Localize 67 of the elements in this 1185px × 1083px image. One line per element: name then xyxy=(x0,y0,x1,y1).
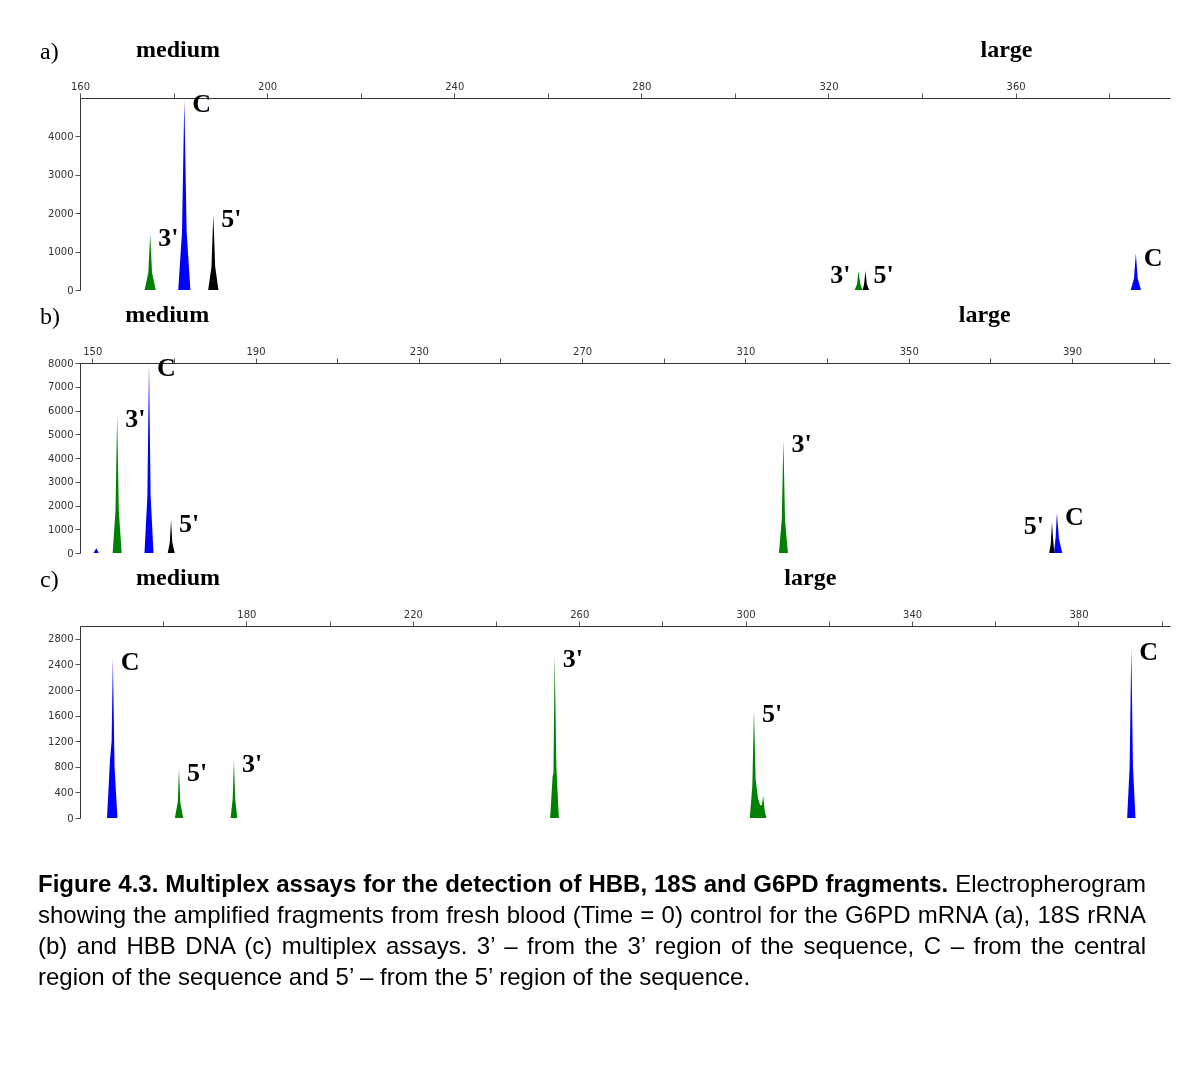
annotation: 3' xyxy=(241,749,263,779)
annotation: 5' xyxy=(179,508,200,538)
x-tick-label: 320 xyxy=(819,80,839,92)
y-tick-label: 2000 xyxy=(48,207,74,219)
x-tick-label: 310 xyxy=(736,345,756,357)
y-tick-label: 3000 xyxy=(48,476,74,488)
y-tick-label: 2800 xyxy=(48,633,74,645)
annotation: 3' xyxy=(125,404,146,434)
y-tick-label: 0 xyxy=(67,547,74,559)
x-tick-label: 160 xyxy=(70,80,91,92)
annotation: C xyxy=(120,647,140,676)
annotation: 3' xyxy=(791,429,812,459)
y-tick-label: 0 xyxy=(67,284,74,296)
y-tick-label: 3000 xyxy=(48,169,74,181)
text: large xyxy=(980,36,1033,62)
y-tick-label: 0 xyxy=(67,812,74,824)
x-tick-label: 200 xyxy=(258,80,278,92)
text: medium xyxy=(125,301,210,327)
x-tick-label: 380 xyxy=(1069,608,1089,620)
x-tick-label: 260 xyxy=(570,608,590,620)
annotation: 5' xyxy=(1023,511,1045,541)
annotation: 3' xyxy=(158,223,179,253)
y-tick-label: 7000 xyxy=(48,381,74,393)
y-tick-label: 4000 xyxy=(48,130,74,142)
x-tick-label: 190 xyxy=(246,345,266,357)
y-tick-label: 2400 xyxy=(48,658,74,670)
x-tick-label: 180 xyxy=(237,608,257,620)
y-tick-label: 8000 xyxy=(48,357,74,369)
y-tick-label: 6000 xyxy=(48,405,74,416)
annotation: 3' xyxy=(830,259,851,289)
text: medium xyxy=(136,36,221,62)
annotation: 5' xyxy=(187,758,208,788)
x-tick-label: 230 xyxy=(409,345,429,357)
y-tick-label: 2000 xyxy=(48,500,74,511)
annotation: C xyxy=(1064,501,1084,531)
annotation: 5' xyxy=(221,204,242,234)
x-tick-label: 340 xyxy=(903,608,923,620)
y-tick-label: 5000 xyxy=(48,428,74,440)
x-tick-label: 150 xyxy=(83,345,103,357)
x-tick-label: 390 xyxy=(1062,345,1083,357)
y-tick-label: 1600 xyxy=(48,710,74,722)
x-tick-label: 300 xyxy=(736,608,756,620)
y-tick-label: 400 xyxy=(54,786,74,798)
x-tick-label: 270 xyxy=(573,345,593,357)
y-tick-label: 1000 xyxy=(48,246,74,258)
text: large xyxy=(958,301,1012,327)
x-tick-label: 360 xyxy=(1006,80,1026,92)
text: Figure 4.3. Multiplex assays for the detection of HBB, 18S and G6PD fragments. xyxy=(38,870,949,897)
chart-title: c) xyxy=(40,566,59,592)
x-tick-label: 350 xyxy=(899,345,919,357)
annotation: 3' xyxy=(562,643,583,673)
annotation: C xyxy=(1143,242,1163,272)
annotation: 5' xyxy=(873,259,894,289)
annotation: C xyxy=(1139,637,1159,667)
y-tick-label: 1000 xyxy=(48,523,74,535)
x-tick-label: 220 xyxy=(403,608,423,620)
y-tick-label: 2000 xyxy=(48,684,74,696)
text: large xyxy=(784,564,837,590)
y-tick-label: 1200 xyxy=(48,735,74,747)
text: medium xyxy=(136,564,221,590)
y-tick-label: 4000 xyxy=(48,452,74,464)
y-tick-label: 800 xyxy=(54,761,74,773)
chart-title: a) xyxy=(40,38,59,64)
x-tick-label: 240 xyxy=(445,80,465,92)
x-tick-label: 280 xyxy=(632,80,652,92)
chart-title: b) xyxy=(40,303,60,329)
annotation: 5' xyxy=(761,699,783,729)
